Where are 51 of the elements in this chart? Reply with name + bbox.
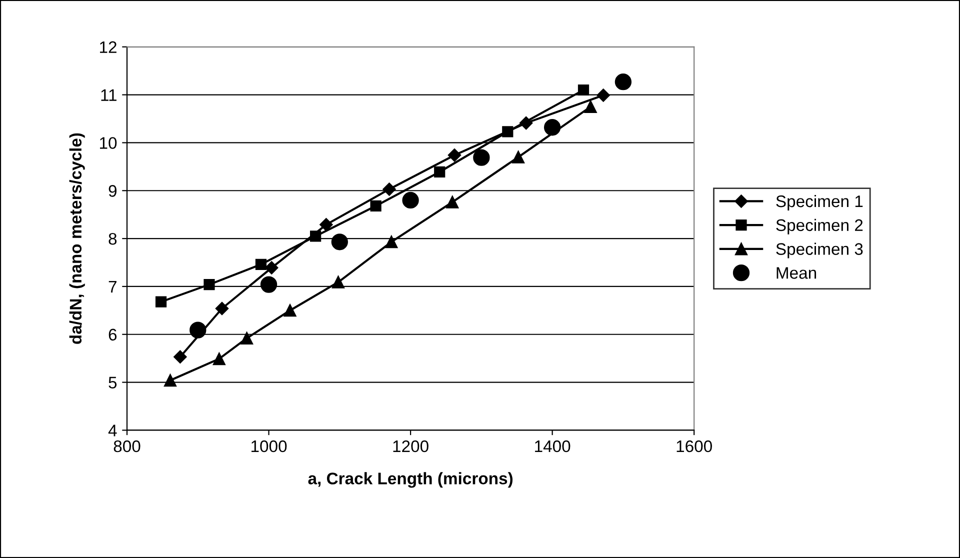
y-tick-label: 5	[108, 376, 117, 389]
point	[320, 218, 333, 232]
point	[614, 74, 632, 90]
x-tick-label: 1600	[676, 440, 712, 452]
point	[578, 84, 590, 96]
point	[584, 100, 597, 114]
point	[512, 150, 525, 164]
point	[446, 196, 459, 208]
point	[448, 148, 462, 162]
point	[402, 192, 419, 209]
point	[212, 352, 226, 366]
point	[155, 296, 167, 308]
legend-label: Specimen 1	[776, 194, 863, 211]
point	[385, 236, 398, 248]
y-tick-label: 9	[108, 185, 116, 197]
point	[265, 261, 278, 274]
point	[382, 182, 396, 196]
point	[240, 332, 254, 344]
y-tick-label: 6	[108, 328, 117, 341]
point	[473, 149, 490, 166]
legend-label: Mean	[776, 267, 816, 279]
point	[260, 276, 278, 293]
point	[284, 304, 296, 317]
point	[544, 119, 561, 136]
y-axis-title: da/dN, (nano meters/cycle)	[69, 133, 85, 344]
y-tick-label: 8	[108, 232, 117, 245]
y-tick-label: 10	[100, 137, 117, 149]
point	[190, 322, 206, 338]
x-tick-label: 1000	[252, 440, 287, 452]
point	[502, 126, 514, 138]
y-tick-label: 11	[101, 89, 116, 101]
point	[174, 350, 187, 364]
legend-label: Specimen 3	[776, 242, 863, 258]
point	[164, 374, 176, 387]
x-tick-label: 1400	[535, 440, 570, 452]
x-tick-label: 1200	[393, 440, 428, 452]
y-tick-label: 4	[108, 424, 117, 436]
point	[370, 200, 382, 212]
x-axis-title: a, Crack Length (microns)	[308, 472, 513, 488]
point	[434, 166, 446, 178]
y-tick-label: 7	[108, 281, 116, 292]
point	[310, 230, 322, 242]
point	[331, 234, 348, 250]
x-tick-label: 800	[114, 440, 140, 452]
legend-label: Specimen 2	[776, 218, 863, 234]
point	[215, 302, 229, 316]
y-tick-label: 12	[100, 41, 116, 53]
point	[332, 276, 344, 288]
point	[204, 278, 215, 290]
point	[596, 88, 610, 102]
point	[255, 258, 267, 270]
